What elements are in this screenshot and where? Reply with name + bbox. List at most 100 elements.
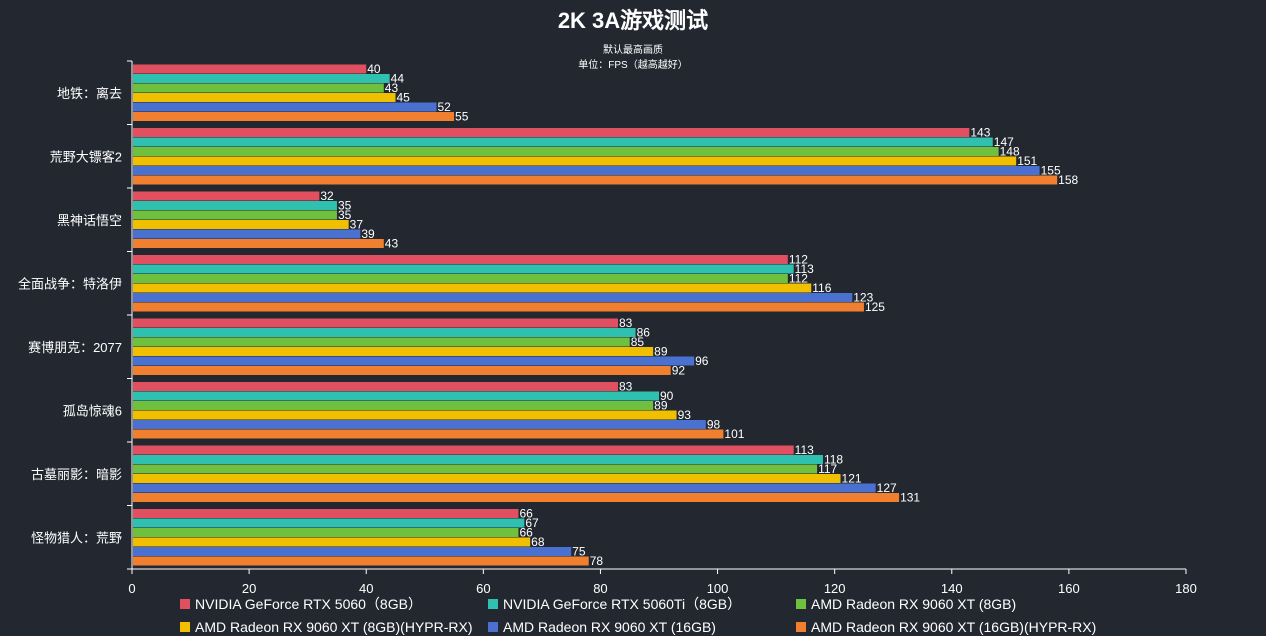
x-tick-label: 60 — [476, 581, 490, 596]
y-tick-label: 荒野大镖客2 — [50, 149, 122, 164]
bar — [133, 191, 320, 201]
data-label: 98 — [707, 418, 721, 432]
bar — [133, 528, 519, 537]
bar — [133, 102, 437, 112]
bar — [133, 401, 654, 410]
legend-item: AMD Radeon RX 9060 XT (16GB) — [488, 619, 796, 635]
bar — [133, 356, 695, 366]
data-label: 155 — [1041, 164, 1061, 178]
data-label: 89 — [654, 345, 668, 359]
data-label: 127 — [877, 481, 897, 495]
bar — [133, 347, 654, 356]
data-label: 101 — [724, 427, 744, 441]
bar — [133, 509, 519, 518]
legend-swatch — [180, 599, 190, 609]
bar — [133, 93, 396, 102]
data-label: 66 — [519, 526, 533, 540]
data-label: 125 — [865, 300, 885, 314]
data-label: 93 — [678, 408, 692, 422]
data-label: 89 — [654, 399, 668, 413]
data-label: 35 — [338, 208, 352, 222]
bar — [133, 74, 390, 83]
bar — [133, 137, 993, 147]
data-label: 43 — [385, 81, 399, 95]
y-tick-label: 古墓丽影：暗影 — [31, 467, 122, 482]
legend-item: NVIDIA GeForce RTX 5060（8GB） — [180, 594, 488, 614]
data-label: 83 — [619, 380, 633, 394]
bar — [133, 366, 671, 375]
legend: NVIDIA GeForce RTX 5060（8GB） NVIDIA GeFor… — [180, 594, 1240, 635]
data-label: 75 — [572, 545, 586, 559]
bar — [133, 274, 788, 283]
bar — [133, 156, 1017, 166]
chart-title: 2K 3A游戏测试 — [558, 8, 708, 33]
legend-item: AMD Radeon RX 9060 XT (16GB)(HYPR-RX) — [796, 619, 1116, 635]
bar — [133, 283, 812, 293]
x-tick-label: 120 — [824, 581, 846, 596]
legend-swatch — [180, 622, 190, 632]
data-label: 96 — [695, 354, 709, 368]
bar — [133, 83, 384, 93]
bar — [133, 201, 337, 210]
bar — [133, 166, 1040, 175]
bar — [133, 337, 630, 347]
legend-label: NVIDIA GeForce RTX 5060Ti（8GB） — [503, 596, 742, 612]
bar — [133, 518, 525, 528]
bar — [133, 147, 999, 156]
bar — [133, 464, 818, 474]
bar — [133, 210, 337, 220]
data-label: 85 — [631, 335, 645, 349]
y-tick-label: 赛博朋克：2077 — [28, 340, 122, 355]
bar — [133, 391, 659, 401]
data-label: 151 — [1017, 154, 1037, 168]
y-tick-label: 全面战争：特洛伊 — [18, 276, 122, 291]
bar — [133, 483, 876, 493]
y-tick-label: 怪物猎人：荒野 — [31, 530, 122, 545]
x-tick-label: 80 — [593, 581, 607, 596]
legend-item: NVIDIA GeForce RTX 5060Ti（8GB） — [488, 594, 796, 614]
x-tick-label: 180 — [1175, 581, 1197, 596]
bar — [133, 455, 823, 464]
bar — [133, 302, 864, 312]
bar — [133, 429, 724, 439]
bar — [133, 112, 455, 121]
data-label: 131 — [900, 491, 920, 505]
data-label: 68 — [531, 535, 545, 549]
y-tick-label: 孤岛惊魂6 — [63, 403, 122, 418]
data-label: 78 — [590, 554, 604, 568]
data-label: 40 — [367, 62, 381, 76]
data-label: 158 — [1058, 173, 1078, 187]
y-tick-label: 地铁：离去 — [57, 86, 122, 101]
bar — [133, 493, 900, 502]
bar — [133, 175, 1058, 185]
bar — [133, 445, 794, 455]
legend-label: AMD Radeon RX 9060 XT (8GB) — [811, 596, 1017, 612]
data-label: 43 — [385, 237, 399, 251]
data-label: 121 — [842, 472, 862, 486]
x-tick-label: 160 — [1058, 581, 1080, 596]
bar — [133, 328, 636, 337]
bar — [133, 239, 384, 248]
data-label: 117 — [818, 462, 837, 476]
bar — [133, 229, 361, 239]
bar — [133, 547, 572, 556]
chart-subtitle: 默认最高画质 — [603, 43, 663, 56]
bar — [133, 382, 619, 391]
data-label: 39 — [361, 227, 375, 241]
data-label: 45 — [397, 91, 411, 105]
bar — [133, 410, 677, 420]
x-tick-label: 0 — [128, 581, 135, 596]
data-label: 112 — [789, 253, 808, 267]
data-label: 112 — [789, 272, 808, 286]
data-label: 66 — [519, 507, 533, 521]
data-label: 92 — [672, 364, 686, 378]
data-label: 123 — [853, 291, 873, 305]
legend-item: AMD Radeon RX 9060 XT (8GB)(HYPR-RX) — [180, 619, 488, 635]
bar — [133, 128, 970, 137]
legend-label: AMD Radeon RX 9060 XT (16GB) — [503, 619, 716, 635]
bar — [133, 64, 367, 74]
data-label: 37 — [350, 218, 364, 232]
data-label: 118 — [824, 453, 843, 467]
x-tick-label: 40 — [359, 581, 373, 596]
